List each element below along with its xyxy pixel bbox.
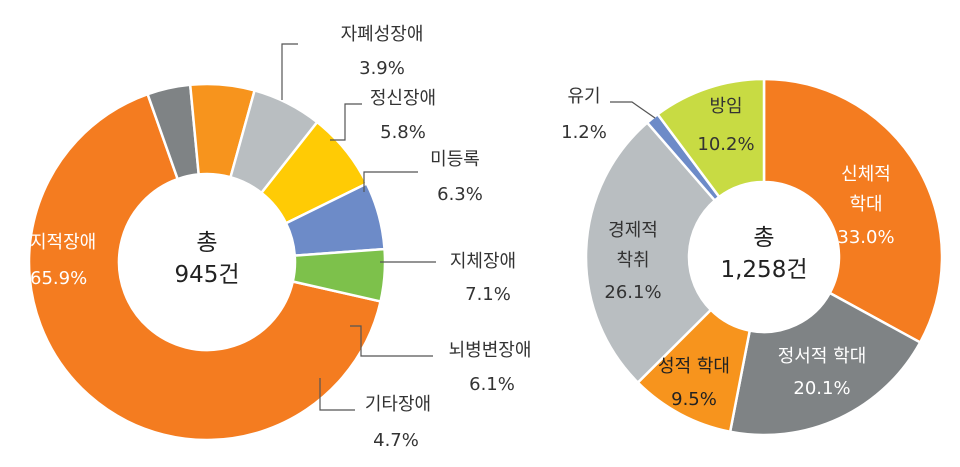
category-label-미등록: 미등록 [430,149,480,170]
category-label-경제적-착취-2: 착취 [616,250,649,271]
value-label-정신장애: 5.8% [380,122,426,143]
category-label-신체적-학대-1: 신체적 [841,164,891,185]
value-label-기타장애: 4.7% [373,430,419,451]
slice-방임 [655,77,766,199]
leader-line-유기 [610,101,656,119]
category-label-경제적-착취-1: 경제적 [608,220,658,241]
value-label-자폐성장애: 3.9% [359,58,405,79]
slice-경제적-착취 [584,120,717,385]
category-label-신체적-학대-2: 학대 [849,194,882,215]
category-label-뇌병변장애: 뇌병변장애 [449,340,532,361]
category-label-방임-1: 방임 [709,96,742,117]
category-label-자폐성장애: 자폐성장애 [341,24,424,45]
center-label-line-1: 총 [753,225,774,251]
center-label-line-1: 총 [196,230,217,256]
value-label-신체적-학대: 33.0% [837,227,894,248]
leader-line-정신장애 [330,103,362,141]
slice-지적장애 [27,92,383,442]
center-label-line-2: 1,258건 [720,257,807,283]
category-label-성적-학대-1: 성적 학대 [658,356,730,377]
value-label-지적장애: 65.9% [30,268,87,289]
category-label-정서적-학대-1: 정서적 학대 [778,346,867,367]
value-label-유기: 1.2% [561,122,607,143]
center-label-line-2: 945건 [174,262,239,288]
value-label-정서적-학대: 20.1% [793,378,850,399]
category-label-기타장애: 기타장애 [365,394,431,415]
slice-정서적-학대 [728,291,922,437]
category-label-지적장애: 지적장애 [30,232,96,253]
category-label-유기-1: 유기 [567,86,600,107]
value-label-지체장애: 7.1% [465,284,511,305]
disability-type-donut-chart: 총 945건 지적장애 65.9% 자폐성장애 3.9% 정신장애 5.8%미등록 6.3% 지체… [27,24,532,451]
leader-line-미등록 [363,171,418,192]
leader-line-뇌병변장애 [350,325,433,357]
slice-기타장애 [291,247,387,303]
category-label-지체장애: 지체장애 [450,251,516,272]
category-label-정신장애: 정신장애 [370,88,436,109]
value-label-뇌병변장애: 6.1% [469,374,515,395]
value-label-방임: 10.2% [697,134,754,155]
value-label-미등록: 6.3% [437,184,483,205]
value-label-성적-학대: 9.5% [671,389,717,410]
slice-신체적-학대 [762,77,944,345]
value-label-경제적-착취: 26.1% [604,282,661,303]
leader-line-기타장애 [319,378,355,411]
leader-line-자폐성장애 [281,43,298,100]
